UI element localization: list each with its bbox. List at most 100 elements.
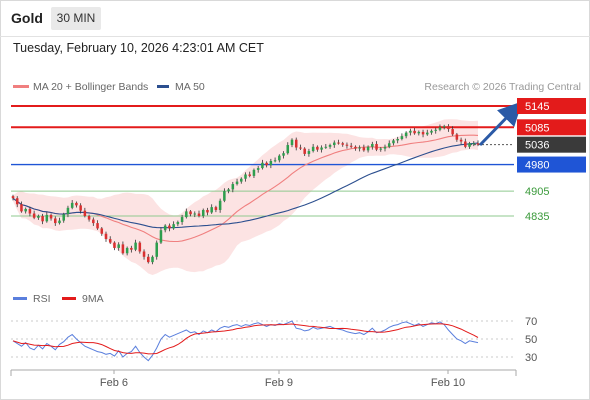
candle-body <box>155 242 158 257</box>
candle <box>206 207 209 216</box>
candle <box>303 147 306 157</box>
candle <box>455 132 459 142</box>
candle <box>311 143 315 153</box>
candle <box>244 172 247 182</box>
ma50-line <box>12 142 479 229</box>
candle-body <box>269 161 273 166</box>
candle <box>349 142 353 149</box>
candle <box>70 200 74 210</box>
support-label-4835: 4835 <box>525 211 549 223</box>
timeframe-button[interactable]: 30 MIN <box>51 7 101 30</box>
level-label-4980: 4980 <box>525 160 549 172</box>
candle <box>413 128 416 135</box>
candle-body <box>223 191 226 201</box>
candle <box>320 145 323 153</box>
candle <box>248 171 251 178</box>
candle <box>442 124 446 130</box>
candle <box>307 148 311 157</box>
candle-body <box>413 130 416 134</box>
candle-body <box>358 147 361 149</box>
candle-body <box>32 213 36 218</box>
x-axis: Feb 6 Feb 9 Feb 10 <box>10 369 517 389</box>
price-levels <box>11 105 514 217</box>
candle-body <box>290 139 294 146</box>
candle-body <box>218 200 222 210</box>
candle-body <box>210 207 213 213</box>
candle <box>163 224 167 233</box>
level-label-bg-5145 <box>517 98 586 114</box>
candle-body <box>345 144 349 146</box>
candle-body <box>354 146 357 149</box>
candle <box>269 158 273 169</box>
candle-body <box>324 146 328 148</box>
candle-body <box>447 126 450 130</box>
candle-body <box>206 209 209 213</box>
candle-body <box>244 174 247 179</box>
candle-body <box>392 140 395 144</box>
candle-body <box>134 242 137 250</box>
candle-body <box>278 155 281 161</box>
candle <box>294 137 298 151</box>
forecast-arrow <box>478 101 523 147</box>
candle <box>223 188 226 203</box>
candles <box>11 124 480 265</box>
candle <box>273 157 277 163</box>
candle-body <box>159 230 163 243</box>
candle <box>96 220 99 230</box>
candle <box>472 141 476 147</box>
candle-body <box>409 130 412 133</box>
candle-body <box>189 211 192 215</box>
candle-body <box>79 205 82 211</box>
candle <box>278 154 281 163</box>
candle-body <box>426 132 429 135</box>
candle-body <box>185 211 188 218</box>
candle <box>134 239 137 252</box>
candle <box>11 194 15 201</box>
candle <box>438 124 442 132</box>
candle-body <box>434 129 437 131</box>
candle <box>286 142 290 155</box>
candle-body <box>100 228 104 234</box>
candle-body <box>214 207 218 210</box>
candle <box>201 208 205 219</box>
bollinger-bands <box>13 119 478 275</box>
candle <box>341 141 344 147</box>
candle <box>235 178 239 186</box>
candle-body <box>147 256 150 263</box>
candle <box>426 129 429 136</box>
candle-body <box>83 210 87 216</box>
candle <box>108 236 112 245</box>
candle-body <box>349 145 353 147</box>
candle-body <box>66 207 70 215</box>
candle-body <box>265 162 268 166</box>
candle <box>299 144 302 150</box>
candle-body <box>333 142 336 146</box>
candle-body <box>256 168 260 170</box>
candle-body <box>273 160 277 162</box>
candle <box>66 205 70 218</box>
candle-body <box>138 242 142 252</box>
candle <box>54 216 57 226</box>
candle <box>176 220 180 227</box>
candle <box>32 210 36 220</box>
candle-body <box>311 146 315 152</box>
candle <box>261 159 264 170</box>
ma20-legend-label: MA 20 + Bollinger Bands <box>33 81 148 93</box>
candle <box>92 217 95 226</box>
level-label-5036: 5036 <box>525 140 549 152</box>
candle-body <box>459 139 463 142</box>
rsi-ma-line <box>12 323 479 355</box>
candle <box>45 212 49 223</box>
candle <box>333 140 336 148</box>
candle-body <box>15 198 19 205</box>
candle <box>227 187 230 194</box>
candle <box>371 141 374 150</box>
candle <box>41 213 44 225</box>
candle-body <box>45 214 49 222</box>
rsi-ma-legend-label: 9MA <box>82 293 104 305</box>
candle-body <box>227 189 230 192</box>
candle <box>172 221 175 230</box>
candle-body <box>231 184 235 190</box>
candle-body <box>383 146 387 149</box>
